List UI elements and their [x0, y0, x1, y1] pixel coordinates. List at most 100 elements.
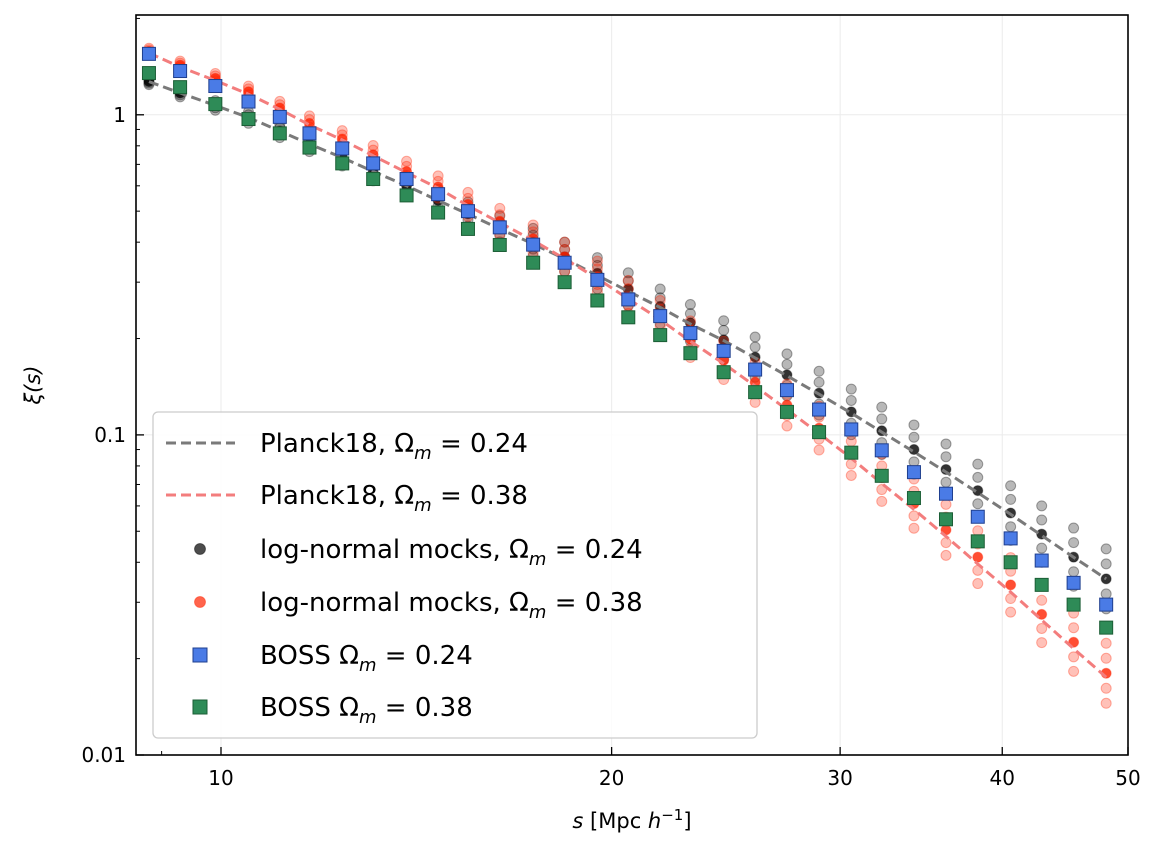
- mock-point-omega-0.24: [1068, 537, 1080, 549]
- boss-point-omega-0.24: [366, 156, 381, 171]
- boss-point-omega-0.24: [970, 509, 985, 524]
- boss-point-omega-0.38: [241, 112, 256, 127]
- mock-point-omega-0.38: [622, 274, 634, 286]
- mock-point-omega-0.24: [972, 471, 984, 483]
- mock-point-omega-0.38: [1068, 665, 1080, 677]
- mock-point-omega-0.38: [940, 537, 952, 549]
- boss-point-omega-0.24: [1003, 531, 1018, 546]
- mock-point-omega-0.38: [940, 549, 952, 561]
- boss-point-omega-0.24: [141, 46, 156, 61]
- legend-box: [152, 411, 758, 739]
- mock-point-omega-0.38: [972, 525, 984, 537]
- mock-point-omega-0.38: [494, 202, 506, 214]
- x-tick-label: 40: [990, 766, 1015, 790]
- boss-point-omega-0.24: [431, 187, 446, 202]
- legend-label: log-normal mocks, Ωm = 0.38: [260, 588, 643, 623]
- mock-point-omega-0.38: [1005, 606, 1017, 618]
- boss-point-omega-0.38: [460, 221, 475, 236]
- mock-point-omega-0.24: [749, 331, 761, 343]
- mock-point-omega-0.24: [940, 438, 952, 450]
- mock-point-omega-0.38: [876, 495, 888, 507]
- boss-point-omega-0.38: [1066, 597, 1081, 612]
- boss-point-omega-0.24: [302, 126, 317, 141]
- boss-point-omega-0.24: [1034, 553, 1049, 568]
- mock-point-omega-0.24: [1036, 542, 1048, 554]
- y-tick-label: 1: [113, 103, 126, 127]
- mock-point-omega-0.24: [654, 283, 666, 295]
- x-tick-label: 10: [208, 766, 233, 790]
- boss-point-omega-0.24: [492, 220, 507, 235]
- boss-point-omega-0.24: [844, 422, 859, 437]
- mock-point-omega-0.38: [527, 219, 539, 231]
- y-tick-label: 0.1: [94, 423, 126, 447]
- x-tick-label: 30: [827, 766, 852, 790]
- boss-point-omega-0.38: [302, 140, 317, 155]
- mock-point-omega-0.24: [718, 315, 730, 327]
- x-tick-label: 50: [1115, 766, 1140, 790]
- mock-point-omega-0.38: [432, 170, 444, 182]
- mock-point-omega-0.38: [781, 420, 793, 432]
- boss-point-omega-0.38: [906, 491, 921, 506]
- mock-point-omega-0.24: [591, 252, 603, 264]
- mock-point-omega-0.24: [1036, 514, 1048, 526]
- mock-point-omega-0.38: [813, 444, 825, 456]
- boss-point-omega-0.24: [399, 172, 414, 187]
- mock-point-omega-0.24: [1100, 558, 1112, 570]
- boss-point-omega-0.38: [844, 445, 859, 460]
- boss-point-omega-0.38: [399, 188, 414, 203]
- boss-point-omega-0.38: [1034, 577, 1049, 592]
- series-layer: [141, 42, 1114, 709]
- boss-point-omega-0.38: [812, 425, 827, 440]
- boss-point-omega-0.24: [208, 79, 223, 94]
- mock-point-omega-0.38: [972, 578, 984, 590]
- mock-point-omega-0.38: [845, 469, 857, 481]
- legend-label: log-normal mocks, Ωm = 0.24: [260, 535, 643, 570]
- mock-point-omega-0.24: [1036, 500, 1048, 512]
- boss-point-omega-0.38: [557, 275, 572, 290]
- boss-point-omega-0.38: [141, 66, 156, 81]
- mock-point-omega-0.24: [781, 348, 793, 360]
- mock-point-omega-0.24: [749, 341, 761, 353]
- boss-point-omega-0.38: [874, 468, 889, 483]
- y-axis-label: ξ(s): [21, 365, 45, 405]
- mock-point-omega-0.24: [1100, 543, 1112, 555]
- boss-point-omega-0.38: [716, 365, 731, 380]
- mock-point-omega-0.24: [559, 236, 571, 248]
- mock-point-omega-0.24: [1005, 480, 1017, 492]
- mock-point-omega-0.38: [1100, 682, 1112, 694]
- boss-point-omega-0.24: [621, 292, 636, 307]
- y-tick-label: 0.01: [81, 743, 126, 767]
- boss-point-omega-0.38: [335, 156, 350, 171]
- mock-point-omega-0.38: [401, 155, 413, 167]
- planck18-line-omega-0.38: [148, 51, 1108, 679]
- boss-point-omega-0.38: [970, 534, 985, 549]
- boss-point-omega-0.38: [272, 126, 287, 141]
- mock-point-omega-0.38: [908, 510, 920, 522]
- boss-point-omega-0.24: [748, 362, 763, 377]
- mock-point-omega-0.24: [1100, 588, 1112, 600]
- mock-point-omega-0.24: [527, 222, 539, 234]
- legend-square-marker: [192, 699, 208, 715]
- boss-point-omega-0.38: [779, 404, 794, 419]
- mock-point-omega-0.24: [908, 419, 920, 431]
- boss-point-omega-0.24: [653, 309, 668, 324]
- mock-point-omega-0.38: [1100, 652, 1112, 664]
- boss-point-omega-0.38: [683, 346, 698, 361]
- mock-point-omega-0.38: [654, 295, 666, 307]
- boss-point-omega-0.38: [590, 293, 605, 308]
- mock-point-omega-0.38: [1068, 622, 1080, 634]
- legend: Planck18, Ωm = 0.24 Planck18, Ωm = 0.38 lo…: [152, 411, 758, 739]
- mock-point-omega-0.38: [1100, 637, 1112, 649]
- boss-point-omega-0.38: [173, 80, 188, 95]
- boss-point-omega-0.24: [906, 465, 921, 480]
- legend-label: Planck18, Ωm = 0.38: [260, 481, 528, 516]
- legend-label: BOSS Ωm = 0.38: [260, 693, 473, 728]
- mock-point-omega-0.24: [143, 79, 155, 91]
- mock-point-omega-0.24: [845, 383, 857, 395]
- boss-point-omega-0.38: [208, 97, 223, 112]
- plot-frame: [135, 14, 1129, 756]
- boss-point-omega-0.38: [748, 385, 763, 400]
- boss-point-omega-0.38: [492, 237, 507, 252]
- mock-point-omega-0.38: [908, 522, 920, 534]
- boss-point-omega-0.24: [241, 94, 256, 109]
